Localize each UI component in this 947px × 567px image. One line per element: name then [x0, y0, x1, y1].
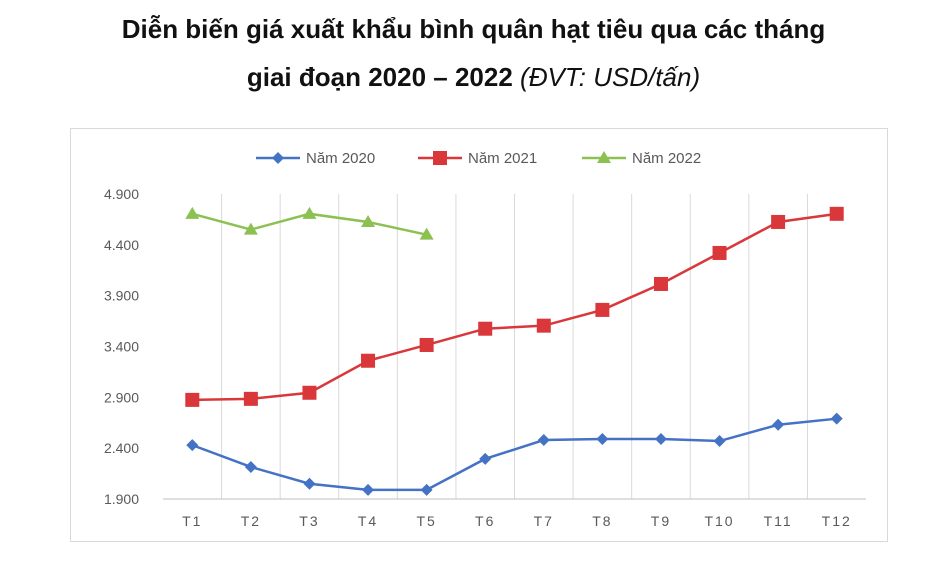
data-point — [243, 222, 258, 235]
x-tick-label: T1 — [182, 513, 202, 529]
data-point — [361, 353, 376, 368]
legend-label: Năm 2020 — [306, 150, 375, 167]
data-point — [536, 318, 551, 333]
x-tick-label: T12 — [822, 513, 852, 529]
data-point — [185, 206, 200, 219]
data-point — [185, 392, 200, 407]
data-point — [362, 483, 375, 496]
data-point — [420, 483, 433, 496]
y-tick-label: 3.900 — [104, 288, 139, 304]
series-năm-2022: Năm 2022 — [185, 150, 701, 240]
series-năm-2021: Năm 2021 — [185, 150, 844, 407]
x-tick-label: T3 — [299, 513, 319, 529]
legend-marker — [597, 151, 611, 163]
legend-label: Năm 2022 — [632, 150, 701, 167]
data-point — [186, 439, 199, 452]
data-point — [302, 385, 317, 400]
data-point — [595, 302, 610, 317]
y-tick-label: 4.900 — [104, 186, 139, 202]
data-point — [478, 321, 493, 336]
chart-title-period: giai đoạn 2020 – 2022 — [246, 62, 513, 92]
data-point — [243, 391, 258, 406]
x-tick-label: T7 — [534, 513, 554, 529]
chart-unit: (ĐVT: USD/tấn) — [520, 62, 701, 92]
legend-marker — [433, 151, 447, 165]
y-tick-label: 3.400 — [104, 339, 139, 355]
legend-marker — [272, 152, 284, 164]
x-tick-label: T2 — [241, 513, 261, 529]
data-point — [244, 460, 257, 473]
x-tick-label: T9 — [651, 513, 671, 529]
x-tick-label: T10 — [704, 513, 734, 529]
x-tick-label: T5 — [416, 513, 436, 529]
data-point — [829, 206, 844, 221]
data-point — [419, 227, 434, 240]
chart-title-line2: giai đoạn 2020 – 2022 (ĐVT: USD/tấn) — [0, 62, 947, 93]
data-point — [596, 433, 609, 446]
data-point — [537, 434, 550, 447]
data-point — [654, 433, 667, 446]
data-point — [419, 337, 434, 352]
x-tick-label: T8 — [592, 513, 612, 529]
x-tick-label: T4 — [358, 513, 378, 529]
chart-title-line1: Diễn biến giá xuất khẩu bình quân hạt ti… — [121, 14, 826, 44]
series-năm-2020: Năm 2020 — [186, 150, 843, 496]
data-point — [713, 435, 726, 448]
data-point — [361, 214, 376, 227]
y-tick-label: 2.400 — [104, 440, 139, 456]
legend-label: Năm 2021 — [468, 150, 537, 167]
data-point — [712, 245, 727, 260]
data-point — [830, 412, 843, 425]
chart-frame — [70, 128, 888, 542]
y-tick-label: 4.400 — [104, 237, 139, 253]
series-line — [191, 417, 837, 492]
data-point — [771, 214, 786, 229]
y-tick-label: 1.900 — [104, 491, 139, 507]
data-point — [303, 477, 316, 490]
data-point — [302, 206, 317, 219]
data-point — [772, 418, 785, 431]
data-point — [653, 276, 668, 291]
data-point — [479, 452, 492, 465]
series-line — [192, 212, 837, 402]
x-tick-label: T6 — [475, 513, 495, 529]
x-tick-label: T11 — [764, 513, 793, 529]
y-tick-label: 2.900 — [104, 389, 139, 405]
